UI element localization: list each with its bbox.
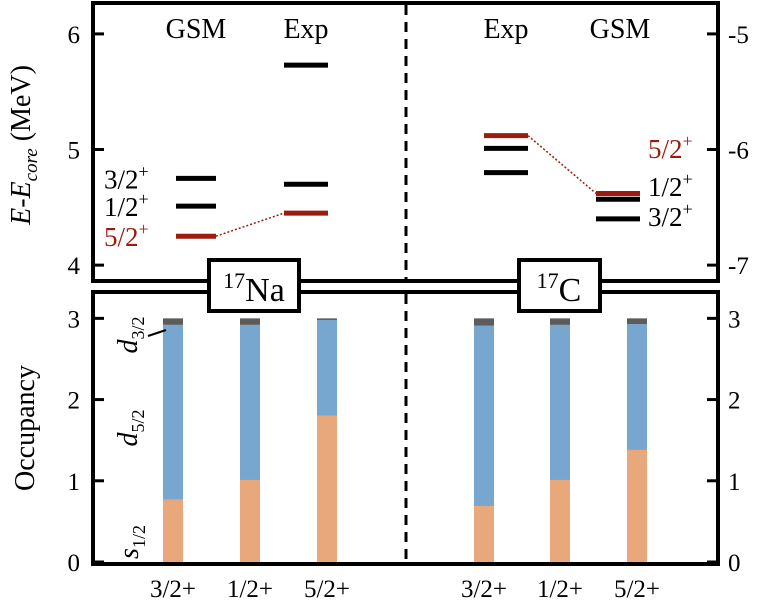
na-gsm-level-label: 5/2+	[104, 219, 149, 252]
series-label-base: s	[114, 548, 145, 559]
bar-segment-d5/2	[163, 324, 183, 500]
nucleus-label-c: 17C	[537, 268, 582, 309]
c-gsm-level-label-sup: +	[683, 199, 693, 219]
na-gsm-level-label-base: 3/2	[104, 164, 139, 194]
na-gsm-level-label-base: 1/2	[104, 192, 139, 222]
bar-segment-s1/2	[240, 479, 260, 562]
left-occupancy-tick-label: 2	[68, 388, 81, 415]
bottom-panel-frame	[91, 290, 720, 566]
series-label-base: d	[113, 339, 144, 354]
category-tick-label: 1/2+	[537, 576, 583, 603]
bar-segment-s1/2	[474, 505, 494, 562]
nucleus-mass-c: 17	[537, 268, 559, 293]
right-occupancy-tick-label: 2	[728, 388, 741, 415]
bar-segment-s1/2	[163, 499, 183, 562]
bar-segment-d5/2	[240, 324, 260, 480]
c-gsm-level-label-base: 3/2	[648, 202, 683, 232]
header-c-gsm: GSM	[590, 14, 651, 45]
series-label-sub: 5/2	[128, 409, 148, 432]
d3/2-leader-line	[147, 329, 167, 337]
occupancy-axis-label: Occupancy	[10, 365, 41, 491]
bar-segment-d5/2	[474, 325, 494, 506]
category-tick-label: 3/2+	[461, 576, 507, 603]
na-gsm-level-label-sup: +	[139, 189, 149, 209]
energy-axis-label-unit: (MeV)	[6, 65, 37, 148]
right-energy-tick-label: -5	[728, 22, 749, 49]
category-tick-label: 5/2+	[614, 576, 660, 603]
energy-axis-label-main: E-E	[6, 181, 37, 226]
bar-segment-d3/2	[550, 318, 570, 325]
connector-c-5/2	[527, 135, 597, 195]
c-gsm-level-label-base: 5/2	[648, 134, 683, 164]
series-label-d5/2: d5/2	[113, 409, 148, 446]
series-label-sub: 1/2	[129, 525, 149, 548]
bar-segment-d5/2	[550, 324, 570, 480]
na-gsm-level-label-base: 5/2	[104, 222, 139, 252]
bar-segment-d3/2	[627, 318, 647, 325]
na-gsm-level-label: 3/2+	[104, 161, 149, 194]
na-gsm-level-label-sup: +	[139, 161, 149, 181]
header-c-exp: Exp	[483, 14, 528, 45]
nucleus-symbol-na: Na	[245, 272, 285, 309]
energy-axis-label-sub: core	[21, 148, 42, 181]
bar-segment-s1/2	[317, 415, 337, 562]
left-occupancy-tick-label: 0	[68, 550, 81, 577]
bar-segment-d3/2	[317, 318, 337, 320]
series-label-s1/2: s1/2	[114, 525, 149, 559]
header-na-exp: Exp	[283, 14, 328, 45]
bar-segment-d5/2	[317, 319, 337, 416]
left-energy-tick-label: 5	[68, 138, 81, 165]
category-tick-label: 3/2+	[150, 576, 196, 603]
c-gsm-level-label: 1/2+	[648, 169, 693, 202]
connector-na-5/2	[215, 212, 285, 237]
left-energy-tick-label: 6	[68, 22, 81, 49]
series-label-base: d	[113, 432, 144, 447]
c-gsm-level-label-base: 1/2	[648, 172, 683, 202]
na-gsm-level-label-sup: +	[139, 219, 149, 239]
header-na-gsm: GSM	[166, 14, 227, 45]
nucleus-symbol-c: C	[559, 272, 582, 309]
occupancy-bar-layer: 0 01 12 23 33/2+ 1/2+ 5/2+ 3/2+ 1/2+ 5/2+s1/2d5/2…	[68, 306, 741, 603]
series-label-sub: 3/2	[128, 316, 148, 339]
bar-segment-d3/2	[474, 318, 494, 326]
right-occupancy-tick-label: 0	[728, 550, 741, 577]
nucleus-box-na	[207, 258, 301, 313]
top-panel-frame	[91, 1, 720, 283]
right-occupancy-tick-label: 3	[728, 306, 741, 333]
c-gsm-level-label-sup: +	[683, 131, 693, 151]
nucleus-mass-na: 17	[223, 268, 245, 293]
c-gsm-level-label: 3/2+	[648, 199, 693, 232]
nucleus-box-c	[517, 258, 602, 313]
category-tick-label: 5/2+	[304, 576, 350, 603]
energy-axis-label: E-Ecore (MeV)	[6, 65, 42, 226]
c-gsm-level-label: 5/2+	[648, 131, 693, 164]
right-energy-tick-label: -6	[728, 138, 749, 165]
c-gsm-level-label-sup: +	[683, 169, 693, 189]
bar-segment-d5/2	[627, 324, 647, 450]
level-scheme-layer: 456 -5-6-73/2+1/2+5/2+5/2+1/2+3/2+	[68, 22, 749, 280]
bar-segment-s1/2	[550, 479, 570, 562]
right-occupancy-tick-label: 1	[728, 469, 741, 496]
na-gsm-level-label: 1/2+	[104, 189, 149, 222]
left-occupancy-tick-label: 1	[68, 469, 81, 496]
right-energy-tick-label: -7	[728, 253, 749, 280]
bar-segment-d3/2	[240, 318, 260, 325]
series-label-d3/2: d3/2	[113, 316, 148, 353]
nucleus-label-na: 17Na	[223, 268, 285, 309]
left-occupancy-tick-label: 3	[68, 306, 81, 333]
bar-segment-d3/2	[163, 318, 183, 325]
category-tick-label: 1/2+	[227, 576, 273, 603]
bar-segment-s1/2	[627, 449, 647, 562]
left-energy-tick-label: 4	[68, 253, 81, 280]
